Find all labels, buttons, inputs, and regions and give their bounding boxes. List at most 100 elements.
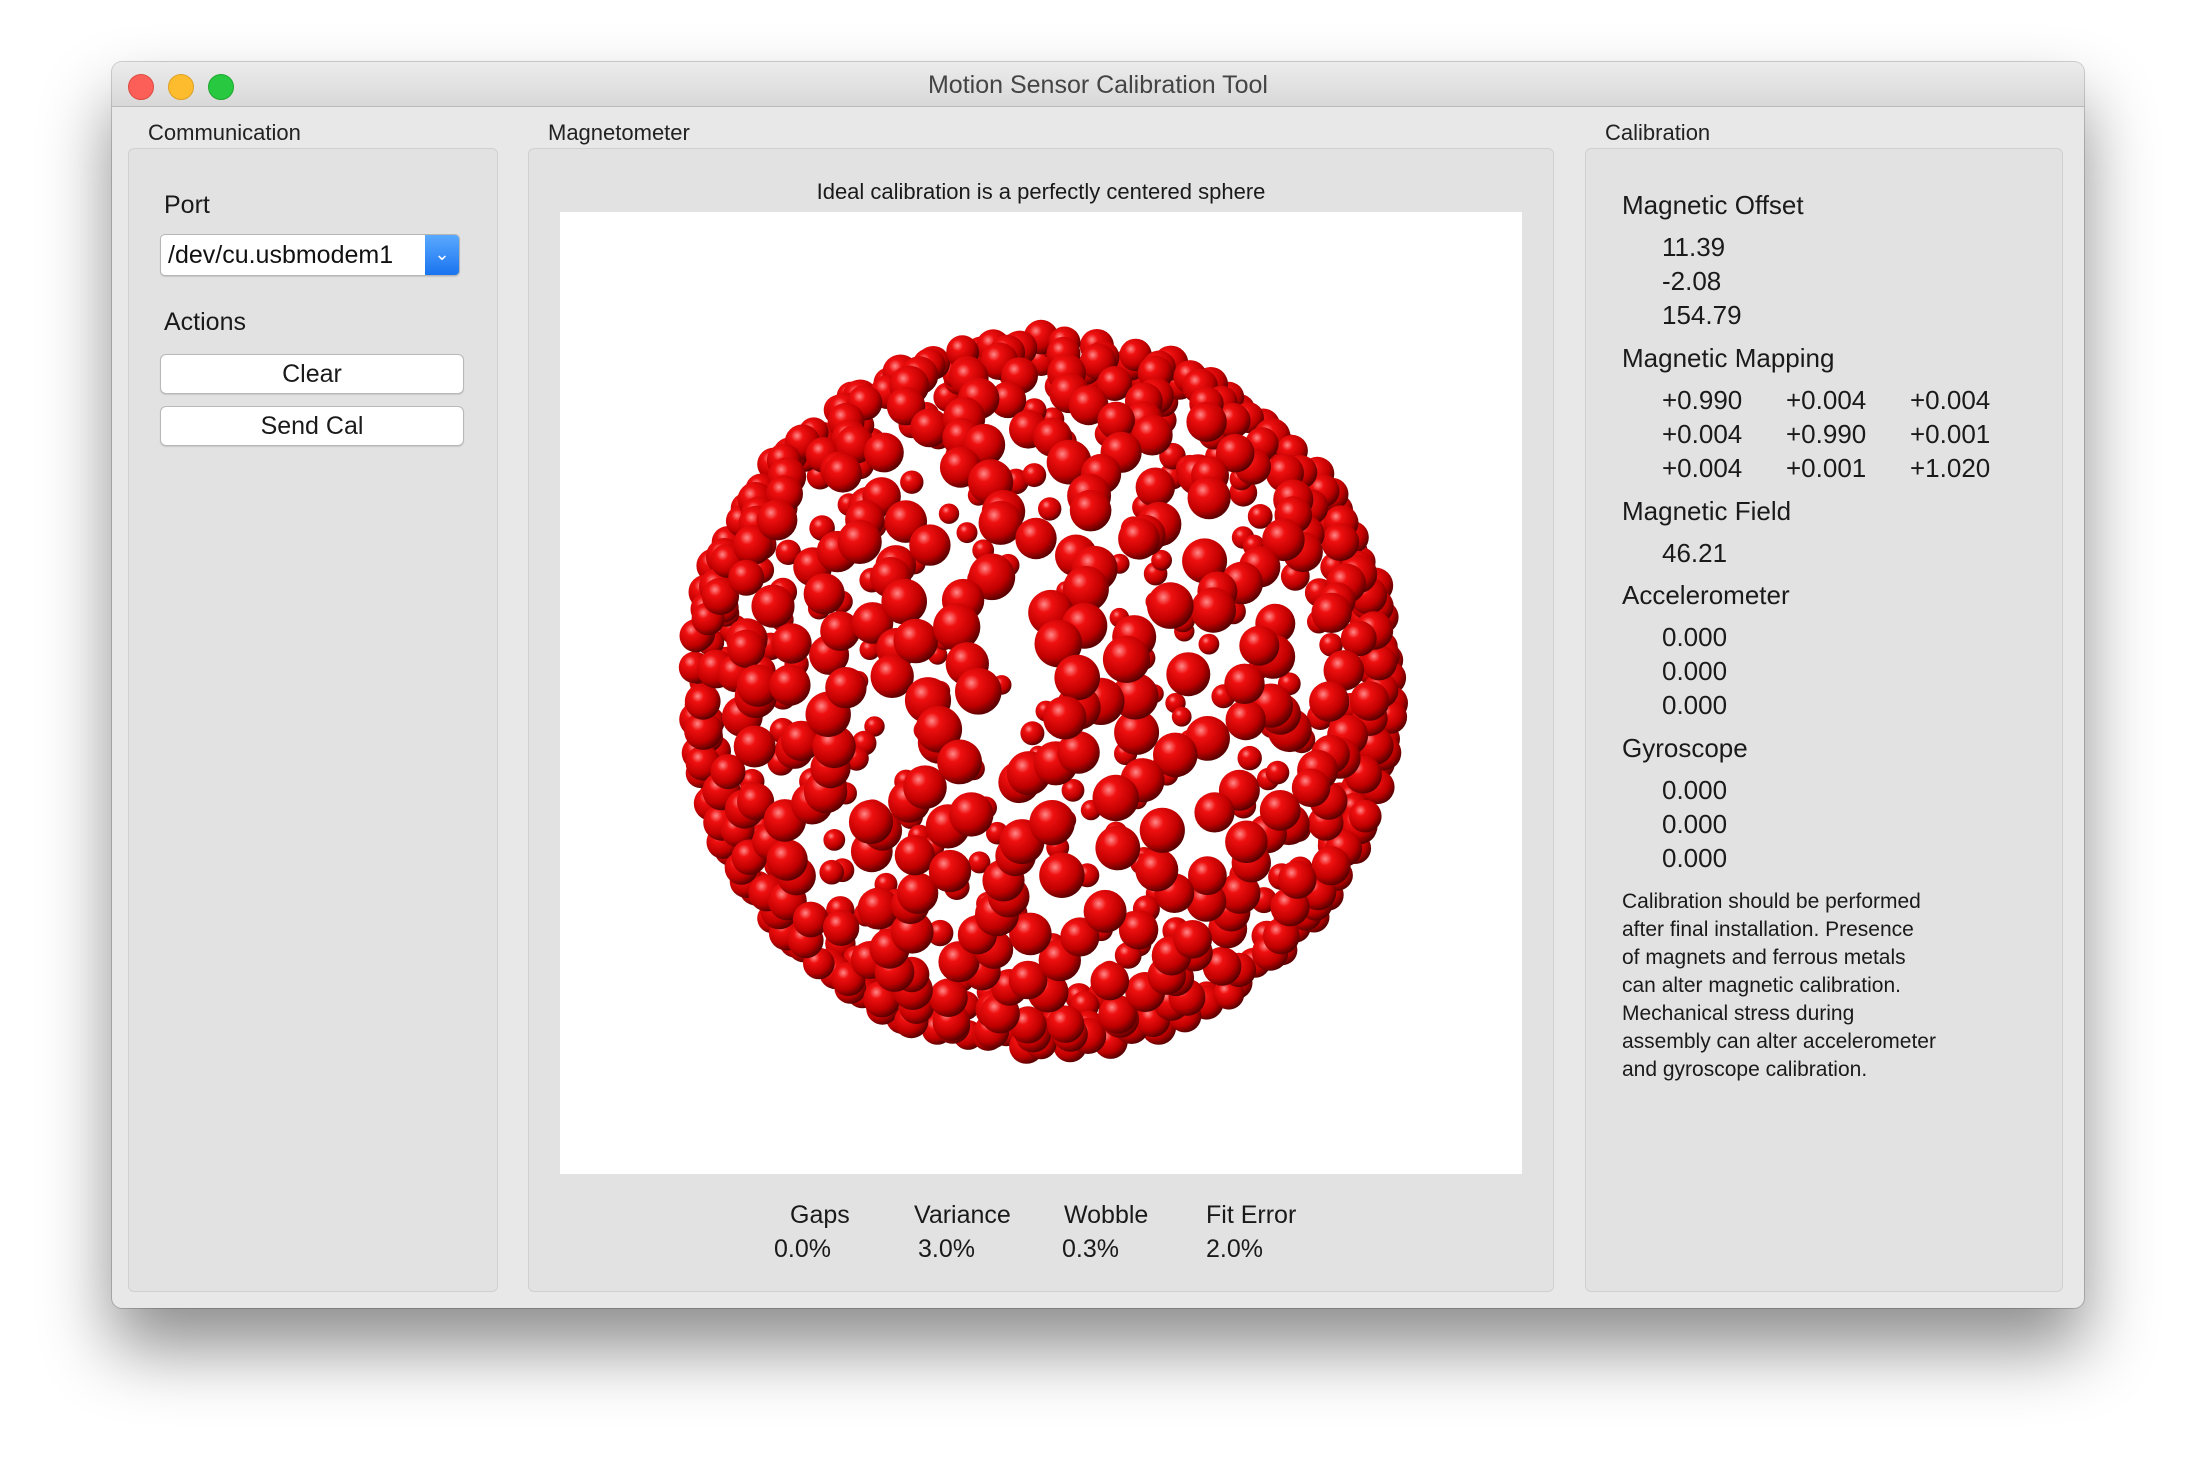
sample-point	[1190, 587, 1236, 633]
sample-point	[1020, 721, 1045, 746]
sample-point	[955, 668, 1002, 715]
sample-point	[775, 539, 801, 565]
sample-point	[1095, 825, 1141, 871]
sample-point	[1247, 504, 1273, 529]
sample-point	[1061, 778, 1085, 802]
sample-point	[1046, 1005, 1085, 1043]
sample-point	[864, 716, 885, 737]
mapping-cell: +0.001	[1786, 453, 1867, 483]
sample-point	[1038, 497, 1062, 521]
sample-point	[1060, 917, 1100, 957]
sample-point	[803, 573, 845, 615]
sample-point	[956, 522, 978, 544]
sample-point	[1173, 920, 1212, 959]
sample-point	[894, 835, 935, 876]
calibration-group-label: Calibration	[1605, 120, 1711, 145]
fit-error-value: 2.0%	[1206, 1235, 1263, 1263]
close-window-button[interactable]	[128, 74, 154, 100]
sample-point	[937, 739, 982, 785]
note-line: and gyroscope calibration.	[1622, 1058, 1868, 1081]
sample-point	[1069, 489, 1112, 532]
sample-point	[1029, 800, 1075, 846]
communication-group-label: Communication	[148, 120, 301, 145]
sample-point	[1151, 549, 1172, 571]
sample-point	[893, 618, 939, 664]
send-cal-button[interactable]: Send Cal	[160, 406, 464, 446]
note-line: Mechanical stress during	[1622, 1002, 1855, 1025]
sample-point	[933, 603, 981, 651]
sample-point	[727, 629, 766, 668]
sample-point	[1239, 625, 1280, 666]
sample-point	[929, 978, 968, 1017]
sample-point	[1166, 652, 1211, 697]
sample-point	[927, 919, 954, 947]
magnetic-mapping-label: Magnetic Mapping	[1622, 343, 1835, 373]
variance-value: 3.0%	[918, 1235, 975, 1263]
sample-point	[1135, 848, 1179, 892]
sample-point	[900, 470, 924, 494]
sample-point	[1015, 517, 1057, 560]
sample-point	[1349, 799, 1382, 833]
sample-point	[864, 432, 904, 473]
port-select[interactable]: /dev/cu.usbmodem1 ⌄	[160, 234, 460, 276]
sample-point	[710, 754, 746, 790]
zoom-window-button[interactable]	[208, 74, 234, 100]
gaps-value: 0.0%	[774, 1235, 831, 1263]
sample-point	[792, 901, 829, 938]
sample-point	[1309, 681, 1350, 722]
sample-point	[938, 503, 960, 524]
sample-point	[1187, 476, 1231, 520]
sample-point	[771, 623, 812, 664]
sample-point	[989, 381, 1027, 419]
sample-point	[1118, 518, 1160, 560]
sample-point	[1131, 414, 1173, 456]
mapping-cell: +0.004	[1910, 385, 1991, 415]
sample-point	[1291, 768, 1331, 808]
sample-point	[1237, 745, 1262, 771]
sample-point	[1188, 856, 1227, 896]
title-bar[interactable]: Motion Sensor Calibration Tool	[112, 62, 2084, 107]
sample-point	[822, 909, 860, 946]
sample-point	[896, 872, 939, 914]
mapping-cell: +0.990	[1662, 385, 1743, 415]
actions-label: Actions	[164, 308, 246, 336]
note-line: assembly can alter accelerometer	[1622, 1030, 1936, 1053]
calibration-note: Calibration should be performed after fi…	[1622, 888, 2002, 1084]
sample-point	[1043, 696, 1087, 740]
clear-button[interactable]: Clear	[160, 354, 464, 394]
sample-point	[819, 859, 844, 885]
sample-point	[928, 849, 972, 893]
sample-point	[1321, 523, 1360, 561]
sample-point	[1147, 582, 1194, 629]
sample-point	[1054, 654, 1100, 701]
gyro-x-value: 0.000	[1662, 775, 1728, 805]
mapping-cell: +0.004	[1662, 419, 1743, 449]
window-title: Motion Sensor Calibration Tool	[927, 71, 1268, 99]
sample-point	[1039, 852, 1085, 898]
sample-point	[1224, 663, 1265, 704]
port-label: Port	[164, 191, 210, 219]
sample-point	[848, 799, 894, 845]
sample-point	[1057, 731, 1100, 774]
mapping-cell: +1.020	[1910, 453, 1991, 483]
magnetometer-3d-view[interactable]	[560, 212, 1522, 1174]
sample-point	[870, 654, 914, 698]
minimize-window-button[interactable]	[168, 74, 194, 100]
sample-point	[1198, 633, 1220, 655]
sample-point	[1186, 401, 1227, 443]
sample-point	[1083, 889, 1127, 933]
sample-point	[1311, 846, 1351, 886]
mapping-cell: +0.001	[1910, 419, 1991, 449]
chevron-down-icon[interactable]: ⌄	[425, 235, 459, 275]
sample-point	[1092, 774, 1139, 822]
sample-point	[1311, 592, 1352, 633]
sample-point	[701, 577, 740, 615]
sample-point	[1361, 644, 1397, 681]
sample-point	[949, 792, 994, 837]
sample-point	[1114, 709, 1160, 755]
sample-point	[1263, 917, 1300, 955]
calibration-group	[1585, 148, 2063, 1292]
sample-point	[1034, 619, 1083, 668]
sample-point	[736, 664, 780, 707]
offset-x-value: 11.39	[1662, 232, 1726, 262]
